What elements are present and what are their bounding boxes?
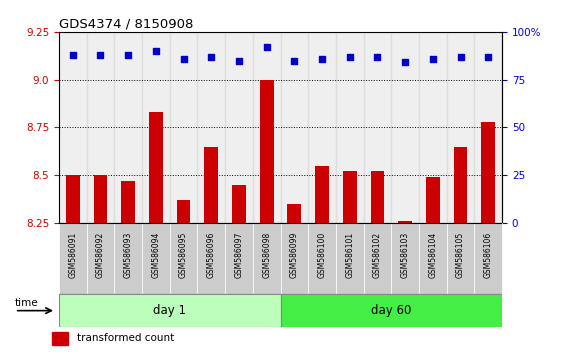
Text: GSM586101: GSM586101 xyxy=(345,232,354,278)
Bar xyxy=(149,112,163,223)
Bar xyxy=(336,223,364,294)
Bar xyxy=(142,223,169,294)
Bar xyxy=(114,32,142,223)
Bar xyxy=(169,32,197,223)
Bar xyxy=(419,32,447,223)
Bar xyxy=(204,147,218,223)
Bar xyxy=(398,221,412,223)
Bar xyxy=(370,171,384,223)
Text: GSM586094: GSM586094 xyxy=(151,232,160,278)
Bar xyxy=(336,32,364,223)
Point xyxy=(262,44,271,50)
Point xyxy=(318,56,327,62)
Text: GSM586098: GSM586098 xyxy=(262,232,271,278)
Bar xyxy=(260,80,274,223)
Bar xyxy=(52,332,68,345)
Bar xyxy=(392,223,419,294)
Bar xyxy=(225,223,253,294)
Text: day 60: day 60 xyxy=(371,304,411,317)
Point xyxy=(179,56,188,62)
Bar xyxy=(475,32,502,223)
Text: GSM586105: GSM586105 xyxy=(456,232,465,278)
Point xyxy=(234,58,243,63)
Point xyxy=(68,52,77,58)
Point xyxy=(345,54,354,59)
Text: GSM586106: GSM586106 xyxy=(484,232,493,278)
Text: day 1: day 1 xyxy=(153,304,186,317)
Bar xyxy=(447,223,475,294)
Bar xyxy=(287,204,301,223)
Point xyxy=(123,52,132,58)
Bar xyxy=(59,32,86,223)
Bar xyxy=(280,32,308,223)
Text: GSM586091: GSM586091 xyxy=(68,232,77,278)
Bar xyxy=(364,32,392,223)
Bar xyxy=(419,223,447,294)
Text: GSM586104: GSM586104 xyxy=(429,232,438,278)
Text: GSM586097: GSM586097 xyxy=(234,232,243,278)
Bar xyxy=(343,171,357,223)
Text: GDS4374 / 8150908: GDS4374 / 8150908 xyxy=(59,18,194,31)
Bar xyxy=(59,223,86,294)
Bar xyxy=(94,175,107,223)
Point xyxy=(484,54,493,59)
Bar xyxy=(392,32,419,223)
Bar xyxy=(114,223,142,294)
Bar xyxy=(225,32,253,223)
Text: transformed count: transformed count xyxy=(77,333,174,343)
Bar xyxy=(142,32,169,223)
Point xyxy=(429,56,438,62)
Text: GSM586099: GSM586099 xyxy=(290,232,299,278)
Bar xyxy=(426,177,440,223)
Bar xyxy=(280,294,502,327)
Bar xyxy=(86,223,114,294)
Bar xyxy=(121,181,135,223)
Bar xyxy=(232,185,246,223)
Text: GSM586092: GSM586092 xyxy=(96,232,105,278)
Point xyxy=(456,54,465,59)
Bar xyxy=(447,32,475,223)
Bar xyxy=(475,223,502,294)
Bar xyxy=(308,32,336,223)
Point xyxy=(401,59,410,65)
Bar xyxy=(169,223,197,294)
Bar xyxy=(177,200,191,223)
Text: GSM586100: GSM586100 xyxy=(318,232,327,278)
Text: GSM586102: GSM586102 xyxy=(373,232,382,278)
Bar xyxy=(197,223,225,294)
Bar xyxy=(308,223,336,294)
Bar xyxy=(197,32,225,223)
Bar xyxy=(481,122,495,223)
Point xyxy=(207,54,216,59)
Text: GSM586103: GSM586103 xyxy=(401,232,410,278)
Text: GSM586096: GSM586096 xyxy=(207,232,216,278)
Bar xyxy=(86,32,114,223)
Bar xyxy=(253,32,280,223)
Bar xyxy=(454,147,467,223)
Text: GSM586093: GSM586093 xyxy=(123,232,132,278)
Bar xyxy=(280,223,308,294)
Point xyxy=(373,54,382,59)
Bar xyxy=(66,175,80,223)
Point xyxy=(96,52,105,58)
Point xyxy=(290,58,299,63)
Bar xyxy=(253,223,280,294)
Bar xyxy=(59,294,280,327)
Bar xyxy=(364,223,392,294)
Text: GSM586095: GSM586095 xyxy=(179,232,188,278)
Text: time: time xyxy=(15,298,38,308)
Bar xyxy=(315,166,329,223)
Point xyxy=(151,48,160,54)
